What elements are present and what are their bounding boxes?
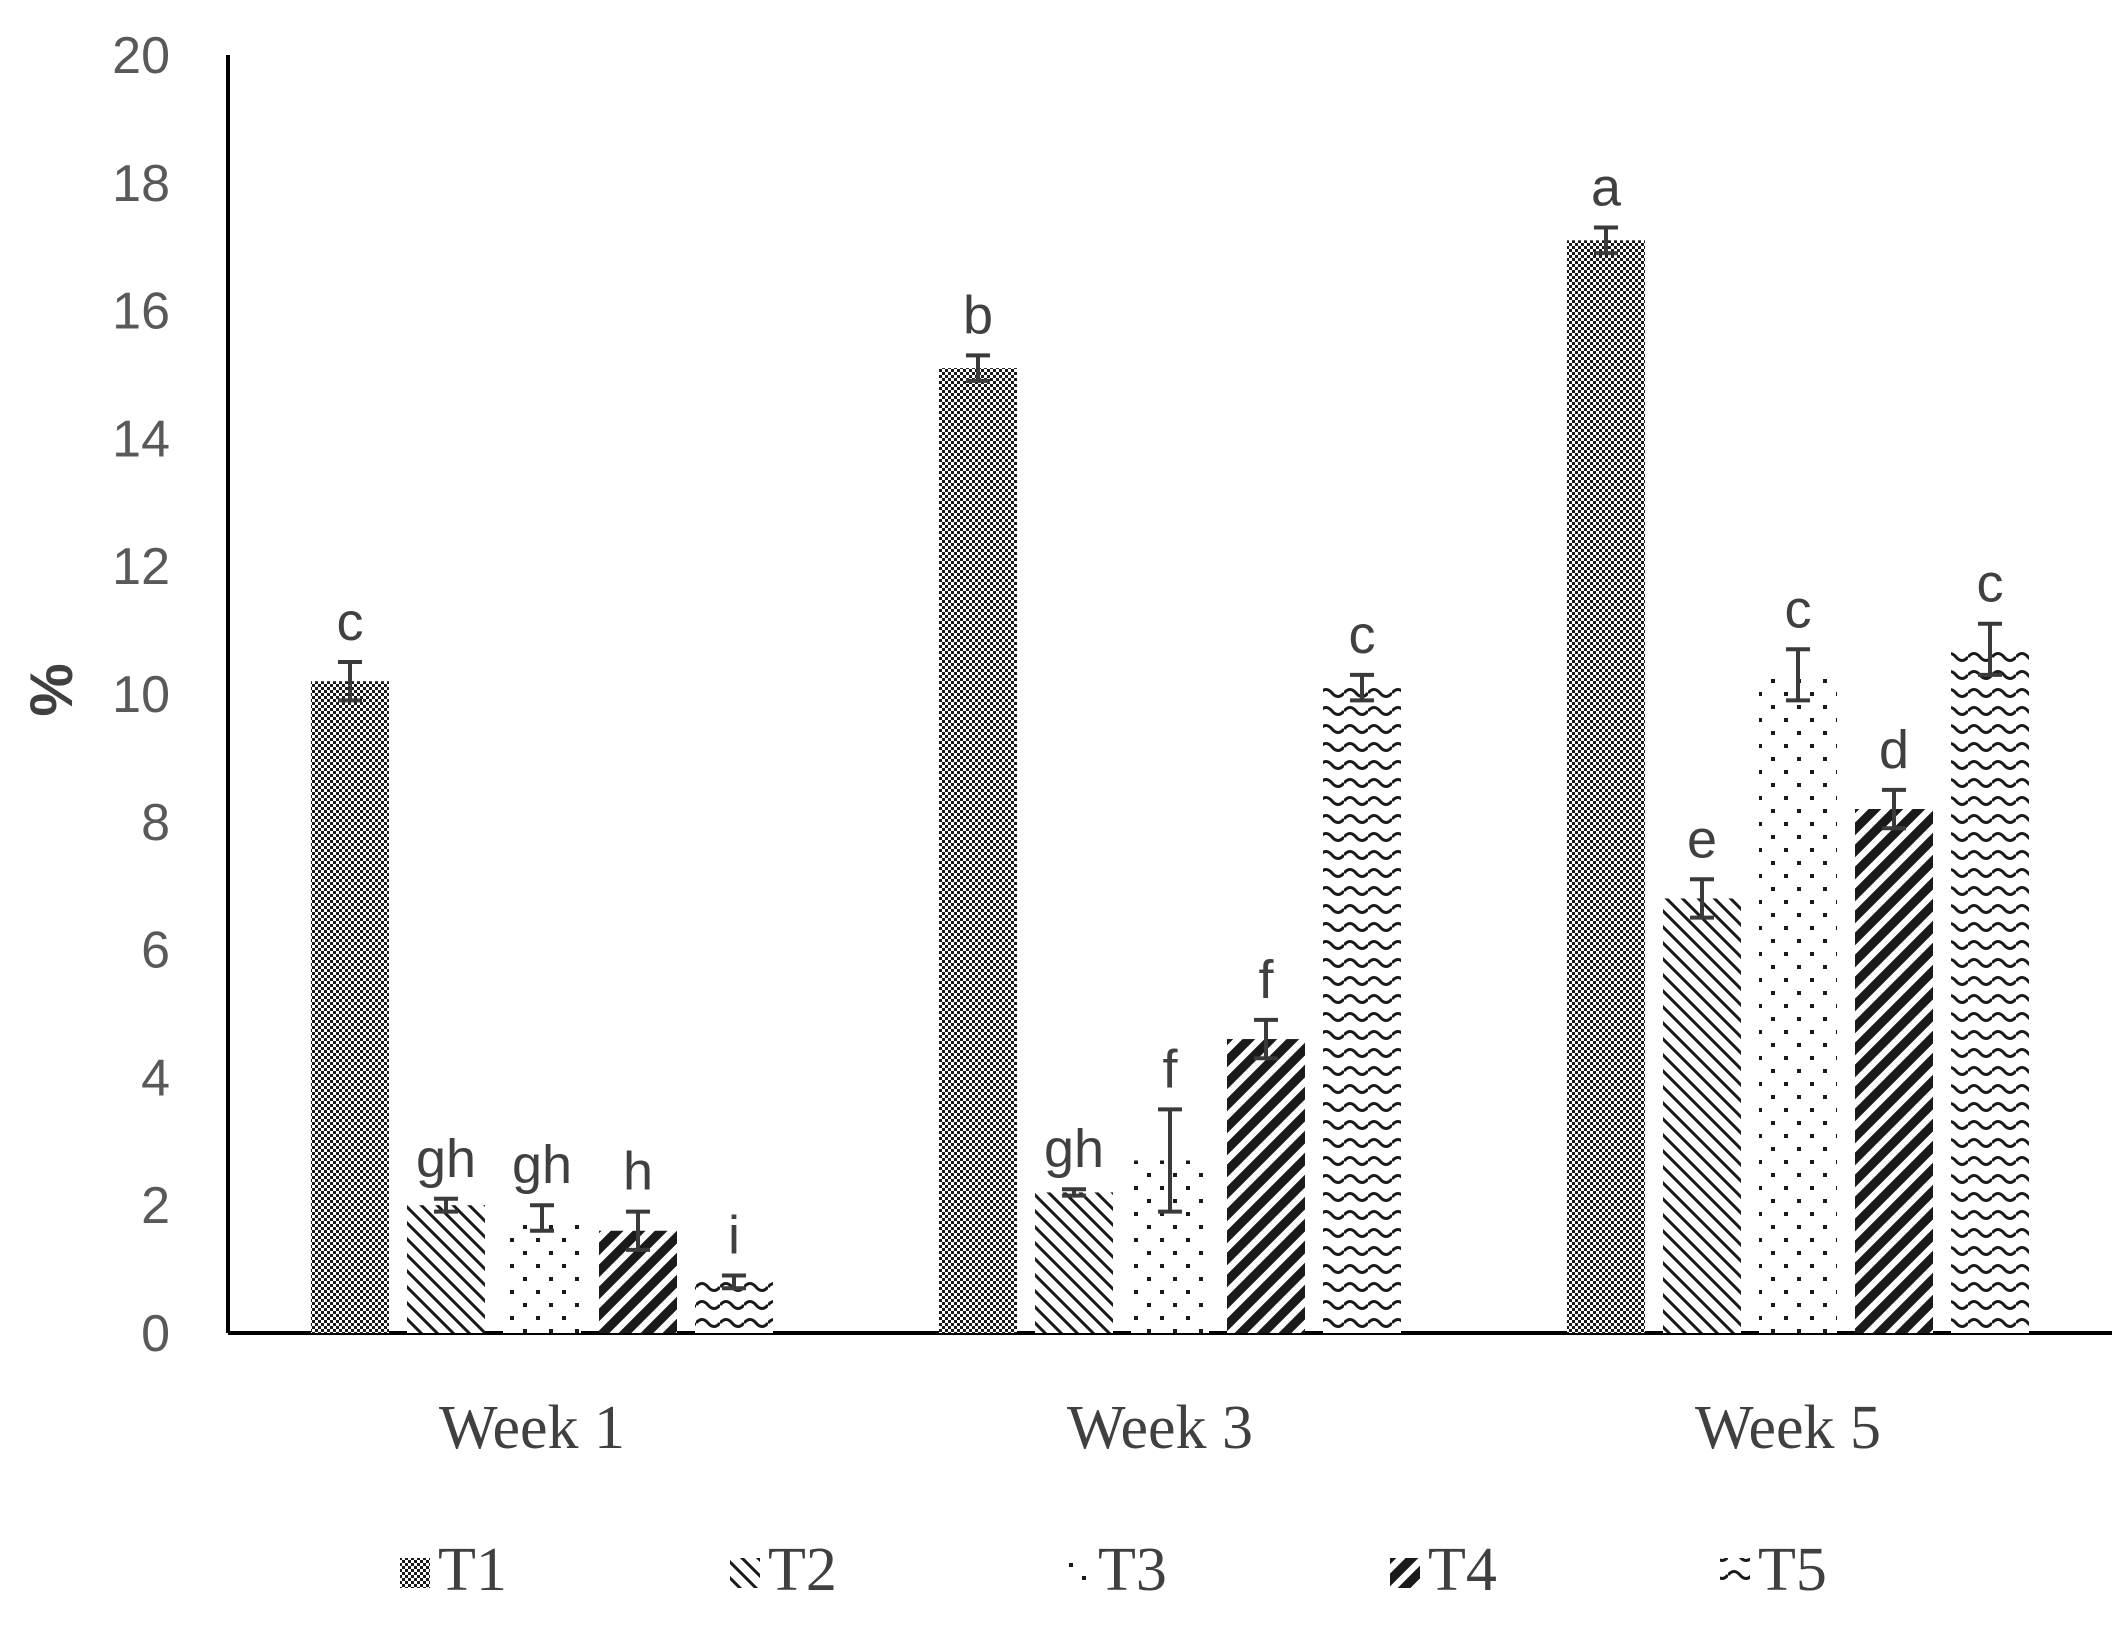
legend-swatch-t3 — [1060, 1558, 1090, 1588]
significance-letter: c — [1785, 579, 1812, 639]
error-bar — [1786, 647, 1810, 703]
significance-letter: gh — [512, 1135, 572, 1195]
significance-letter: i — [728, 1205, 740, 1265]
error-bar — [434, 1196, 458, 1214]
category-labels: Week 1 Week 3 Week 5 — [439, 1394, 1881, 1462]
significance-letter: h — [623, 1142, 653, 1202]
error-bar — [722, 1273, 746, 1291]
error-bar — [1882, 787, 1906, 831]
y-tick-label: 12 — [112, 538, 170, 596]
significance-letter: d — [1879, 720, 1909, 780]
error-bar — [1594, 225, 1618, 256]
error-bar — [1978, 621, 2002, 677]
x-category-label: Week 5 — [1695, 1394, 1881, 1462]
error-bar — [626, 1209, 650, 1252]
significance-letter: c — [1977, 554, 2004, 614]
y-tick-label: 6 — [141, 922, 170, 980]
significance-letter: gh — [1044, 1119, 1104, 1179]
significance-letter: c — [337, 592, 364, 652]
error-bar — [1350, 672, 1374, 703]
y-tick-label: 4 — [141, 1049, 170, 1107]
y-tick-label: 14 — [112, 410, 170, 468]
bar-t2-week-3 — [1035, 1192, 1113, 1333]
error-bar — [1158, 1107, 1182, 1214]
bar-t5-week-5 — [1951, 649, 2029, 1333]
significance-letter: e — [1687, 809, 1717, 869]
legend-swatch-t5 — [1720, 1558, 1750, 1588]
y-axis-label: % — [18, 663, 85, 716]
y-axis-ticks: 0 2 4 6 8 10 12 14 16 18 20 — [112, 27, 170, 1363]
bar-t2-week-1 — [407, 1205, 485, 1333]
legend-label-t5: T5 — [1758, 1536, 1827, 1604]
error-bar — [1690, 877, 1714, 920]
error-bar — [338, 660, 362, 703]
significance-letter: gh — [416, 1129, 476, 1189]
bar-t3-week-1 — [503, 1217, 581, 1333]
error-bar — [1062, 1187, 1086, 1198]
legend-label-t4: T4 — [1428, 1536, 1497, 1604]
error-bar — [966, 353, 990, 383]
y-tick-label: 10 — [112, 666, 170, 724]
bar-t1-week-5 — [1567, 240, 1645, 1333]
bar-t4-week-5 — [1855, 809, 1933, 1333]
bar-t2-week-5 — [1663, 898, 1741, 1333]
significance-letter: f — [1162, 1039, 1178, 1099]
legend-swatch-t1 — [400, 1558, 430, 1588]
legend: T1 T2 T3 T4 T5 — [400, 1536, 1827, 1604]
legend-label-t1: T1 — [438, 1536, 507, 1604]
legend-swatch-t2 — [730, 1558, 760, 1588]
bar-t5-week-1 — [695, 1281, 773, 1333]
significance-letter: a — [1591, 158, 1622, 218]
significance-letter: b — [963, 285, 993, 345]
significance-letter: f — [1258, 950, 1274, 1010]
legend-label-t2: T2 — [768, 1536, 837, 1604]
y-tick-label: 16 — [112, 283, 170, 341]
y-tick-label: 2 — [141, 1177, 170, 1235]
legend-label-t3: T3 — [1098, 1536, 1167, 1604]
y-tick-label: 20 — [112, 27, 170, 85]
bar-t5-week-3 — [1323, 687, 1401, 1333]
significance-letter: c — [1349, 605, 1376, 665]
bar-t1-week-3 — [939, 368, 1017, 1333]
bar-t4-week-3 — [1227, 1039, 1305, 1333]
legend-swatch-t4 — [1390, 1558, 1420, 1588]
x-category-label: Week 1 — [439, 1394, 625, 1462]
error-bar — [1254, 1017, 1278, 1061]
x-category-label: Week 3 — [1067, 1394, 1253, 1462]
y-tick-label: 0 — [141, 1305, 170, 1363]
y-tick-label: 18 — [112, 155, 170, 213]
bar-t1-week-1 — [311, 681, 389, 1333]
error-bar — [530, 1203, 554, 1233]
y-tick-label: 8 — [141, 794, 170, 852]
bar-t3-week-5 — [1759, 674, 1837, 1333]
